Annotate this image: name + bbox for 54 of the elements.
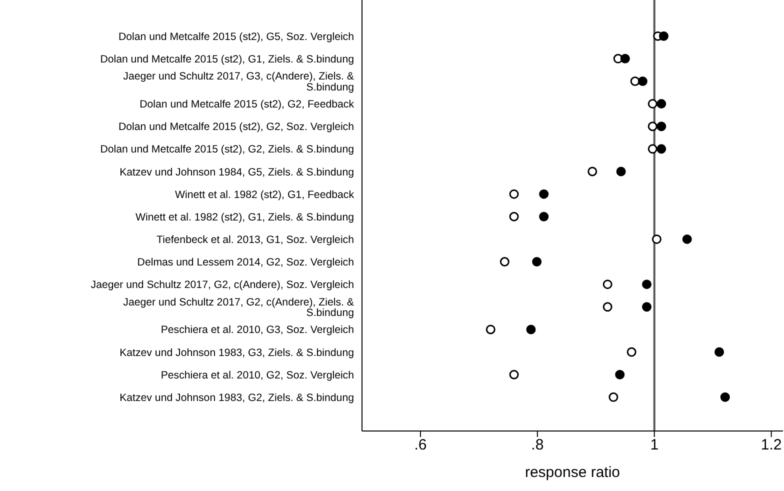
point (616, 166, 626, 176)
point (648, 122, 658, 132)
x-tick-label: .8 (531, 436, 544, 454)
y-tick-label: Jaeger und Schultz 2017, G2, c(Andere), Soz. Vergleich (90, 279, 354, 292)
point (602, 302, 612, 312)
y-tick-label: Dolan und Metcalfe 2015 (st2), G2, Feedback (140, 98, 355, 111)
point (656, 144, 666, 154)
point (509, 370, 519, 380)
x-axis-title: response ratio (524, 464, 620, 481)
y-tick-label: Dolan und Metcalfe 2015 (st2), G5, Soz. Vergleich (118, 30, 354, 43)
point (620, 54, 630, 64)
point (656, 122, 666, 132)
y-tick-label: Dolan und Metcalfe 2015 (st2), G1, Ziels. & S.bindung (100, 53, 354, 66)
y-tick-label: Jaeger und Schultz 2017, G3, c(Andere), Ziels. & S.bindung (123, 70, 354, 94)
point (648, 144, 658, 154)
y-tick-label: Winett et al. 1982 (st2), G1, Feedback (174, 188, 355, 201)
point (656, 99, 666, 109)
point (588, 166, 598, 176)
y-tick-label: Katzev und Johnson 1984, G5, Ziels. & S.bindung (120, 166, 354, 178)
point (539, 212, 549, 222)
y-tick-label: Peschiera et al. 2010, G2, Soz. Vergleich (160, 369, 354, 382)
point (500, 257, 510, 267)
x-tick-label: .6 (414, 436, 427, 454)
point (642, 302, 652, 312)
y-tick-label: Dolan und Metcalfe 2015 (st2), G2, Ziels. & S.bindung (100, 144, 354, 156)
point (638, 76, 648, 86)
point (682, 234, 692, 244)
point (608, 392, 618, 402)
point (486, 324, 496, 334)
point (539, 189, 549, 199)
y-tick-label: Dolan und Metcalfe 2015 (st2), G2, Soz. Vergleich (118, 121, 354, 134)
point (602, 280, 612, 290)
point (652, 234, 662, 244)
point (509, 189, 519, 199)
y-tick-label: Jaeger und Schultz 2017, G2, c(Andere), Ziels. & S.bindung (123, 296, 354, 319)
y-tick-label: Tiefenbeck et al. 2013, G1, Soz. Vergleich (156, 234, 354, 246)
y-tick-label: Winett et al. 1982 (st2), G1, Ziels. & S.bindung (136, 211, 354, 224)
y-tick-label: Katzev und Johnson 1983, G3, Ziels. & S.bindung (120, 346, 354, 359)
point (714, 347, 724, 357)
x-tick-label: 1.2 (760, 436, 782, 454)
point (658, 31, 668, 41)
point (526, 324, 536, 334)
point (615, 370, 625, 380)
point (720, 392, 730, 402)
point (626, 347, 636, 357)
point (630, 76, 640, 86)
point (509, 212, 519, 222)
y-tick-label: Delmas und Lessem 2014, G2, Soz. Vergleich (137, 256, 354, 269)
y-tick-label: Peschiera et al. 2010, G3, Soz. Vergleich (160, 324, 354, 336)
y-tick-label: Katzev und Johnson 1983, G2, Ziels. & S.bindung (120, 392, 354, 404)
point (532, 257, 542, 267)
point (648, 99, 658, 109)
x-tick-label: 1 (650, 436, 659, 454)
point (642, 280, 652, 290)
